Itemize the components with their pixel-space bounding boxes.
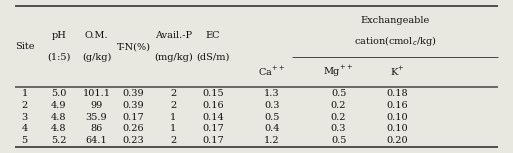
Text: Exchangeable: Exchangeable: [361, 16, 429, 25]
Text: 0.17: 0.17: [123, 113, 144, 121]
Text: EC: EC: [206, 32, 220, 40]
Text: 0.39: 0.39: [123, 101, 144, 110]
Text: 2: 2: [170, 101, 176, 110]
Text: 0.2: 0.2: [331, 101, 346, 110]
Text: 0.39: 0.39: [123, 89, 144, 98]
Text: 101.1: 101.1: [83, 89, 110, 98]
Text: 2: 2: [170, 89, 176, 98]
Text: Mg$^{++}$: Mg$^{++}$: [324, 64, 353, 79]
Text: 99: 99: [90, 101, 103, 110]
Text: (dS/m): (dS/m): [196, 53, 230, 62]
Text: 35.9: 35.9: [86, 113, 107, 121]
Text: 1: 1: [170, 113, 176, 121]
Text: 0.3: 0.3: [264, 101, 280, 110]
Text: 3: 3: [22, 113, 28, 121]
Text: Site: Site: [15, 42, 34, 51]
Text: 0.14: 0.14: [202, 113, 224, 121]
Text: 4.8: 4.8: [51, 125, 67, 133]
Text: 5.2: 5.2: [51, 136, 67, 145]
Text: 0.16: 0.16: [202, 101, 224, 110]
Text: 0.15: 0.15: [202, 89, 224, 98]
Text: 0.10: 0.10: [387, 113, 408, 121]
Text: 0.20: 0.20: [387, 136, 408, 145]
Text: 0.18: 0.18: [387, 89, 408, 98]
Text: (g/kg): (g/kg): [82, 53, 111, 62]
Text: 0.5: 0.5: [331, 89, 346, 98]
Text: 86: 86: [90, 125, 103, 133]
Text: 0.17: 0.17: [202, 125, 224, 133]
Text: 2: 2: [170, 136, 176, 145]
Text: 4.9: 4.9: [51, 101, 67, 110]
Text: O.M.: O.M.: [85, 32, 108, 40]
Text: 2: 2: [22, 101, 28, 110]
Text: 5.0: 5.0: [51, 89, 67, 98]
Text: 0.17: 0.17: [202, 136, 224, 145]
Text: 5: 5: [22, 136, 28, 145]
Text: Avail.-P: Avail.-P: [155, 32, 192, 40]
Text: 64.1: 64.1: [86, 136, 107, 145]
Text: (mg/kg): (mg/kg): [154, 53, 193, 62]
Text: Ca$^{++}$: Ca$^{++}$: [258, 65, 286, 78]
Text: 0.10: 0.10: [387, 125, 408, 133]
Text: K$^{+}$: K$^{+}$: [390, 65, 405, 78]
Text: 0.2: 0.2: [331, 113, 346, 121]
Text: 1: 1: [170, 125, 176, 133]
Text: 0.16: 0.16: [387, 101, 408, 110]
Text: 0.4: 0.4: [264, 125, 280, 133]
Text: 4: 4: [22, 125, 28, 133]
Text: 0.3: 0.3: [331, 125, 346, 133]
Text: cation(cmol$_c$/kg): cation(cmol$_c$/kg): [353, 34, 437, 48]
Text: 4.8: 4.8: [51, 113, 67, 121]
Text: 0.5: 0.5: [331, 136, 346, 145]
Text: (1:5): (1:5): [47, 53, 71, 62]
Text: 1.2: 1.2: [264, 136, 280, 145]
Text: 0.23: 0.23: [123, 136, 144, 145]
Text: 1.3: 1.3: [264, 89, 280, 98]
Text: 0.26: 0.26: [123, 125, 144, 133]
Text: T-N(%): T-N(%): [116, 42, 150, 51]
Text: pH: pH: [52, 32, 66, 40]
Text: 1: 1: [22, 89, 28, 98]
Text: 0.5: 0.5: [264, 113, 280, 121]
